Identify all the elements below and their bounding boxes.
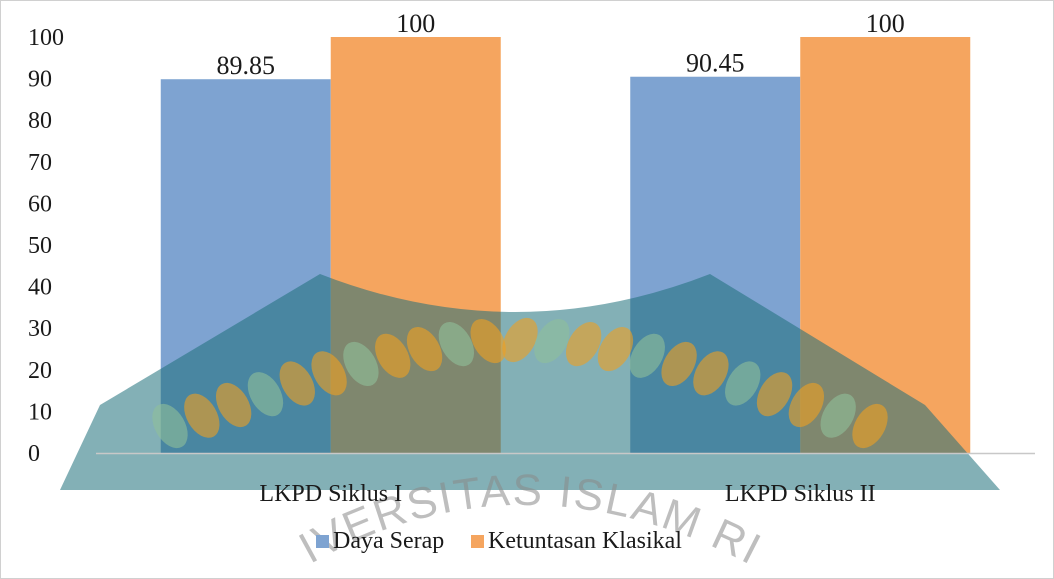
y-tick-label: 60 xyxy=(28,191,52,217)
legend: Daya Serap Ketuntasan Klasikal xyxy=(316,528,682,554)
seal-bead xyxy=(311,351,347,396)
seal-ring xyxy=(60,274,1000,490)
seal-bead xyxy=(502,317,538,363)
data-label: 100 xyxy=(866,9,905,38)
seal-bead xyxy=(406,326,443,372)
data-label: 100 xyxy=(396,9,435,38)
y-tick-label: 100 xyxy=(28,25,64,51)
seal-bead xyxy=(629,333,665,378)
y-tick-label: 10 xyxy=(28,399,52,425)
seal-bead xyxy=(788,382,825,428)
legend-swatch xyxy=(471,535,484,548)
legend-label: Ketuntasan Klasikal xyxy=(488,528,682,554)
data-label: 89.85 xyxy=(217,51,276,80)
axes-layer: 0 10 20 30 40 50 60 70 80 90 100 xyxy=(28,25,1035,467)
category-label: LKPD Siklus II xyxy=(725,481,876,507)
labels-layer: 89.85 100 LKPD Siklus I 90.45 100 LKPD Siklus… xyxy=(217,9,905,507)
seal-bead xyxy=(725,361,761,406)
seal-bead xyxy=(279,361,315,406)
y-tick-label: 70 xyxy=(28,150,52,176)
seal-bead xyxy=(565,322,602,367)
seal-bead xyxy=(852,403,888,449)
category-label: LKPD Siklus I xyxy=(259,481,402,507)
y-tick-label: 40 xyxy=(28,275,52,301)
seal-bead xyxy=(343,341,379,387)
seal-bead xyxy=(756,372,793,417)
y-tick-label: 50 xyxy=(28,233,52,259)
seal-bead xyxy=(184,393,220,438)
seal-bead xyxy=(470,318,506,364)
seal-bead xyxy=(534,318,570,364)
y-tick-label: 30 xyxy=(28,316,52,342)
seal-bead xyxy=(438,322,475,367)
y-tick-label: 80 xyxy=(28,108,52,134)
seal-bead xyxy=(597,326,634,372)
seal-bead xyxy=(215,382,252,428)
legend-label: Daya Serap xyxy=(333,528,444,554)
y-tick-label: 90 xyxy=(28,67,52,93)
seal-bead xyxy=(375,333,411,378)
data-label: 90.45 xyxy=(686,49,745,78)
y-tick-label: 0 xyxy=(28,441,40,467)
seal-bead xyxy=(152,403,188,449)
seal-bead xyxy=(693,351,729,396)
y-tick-label: 20 xyxy=(28,358,52,384)
legend-swatch xyxy=(316,535,329,548)
seal-bead xyxy=(247,372,284,417)
seal-bead xyxy=(661,341,697,387)
seal-bead xyxy=(820,393,856,438)
